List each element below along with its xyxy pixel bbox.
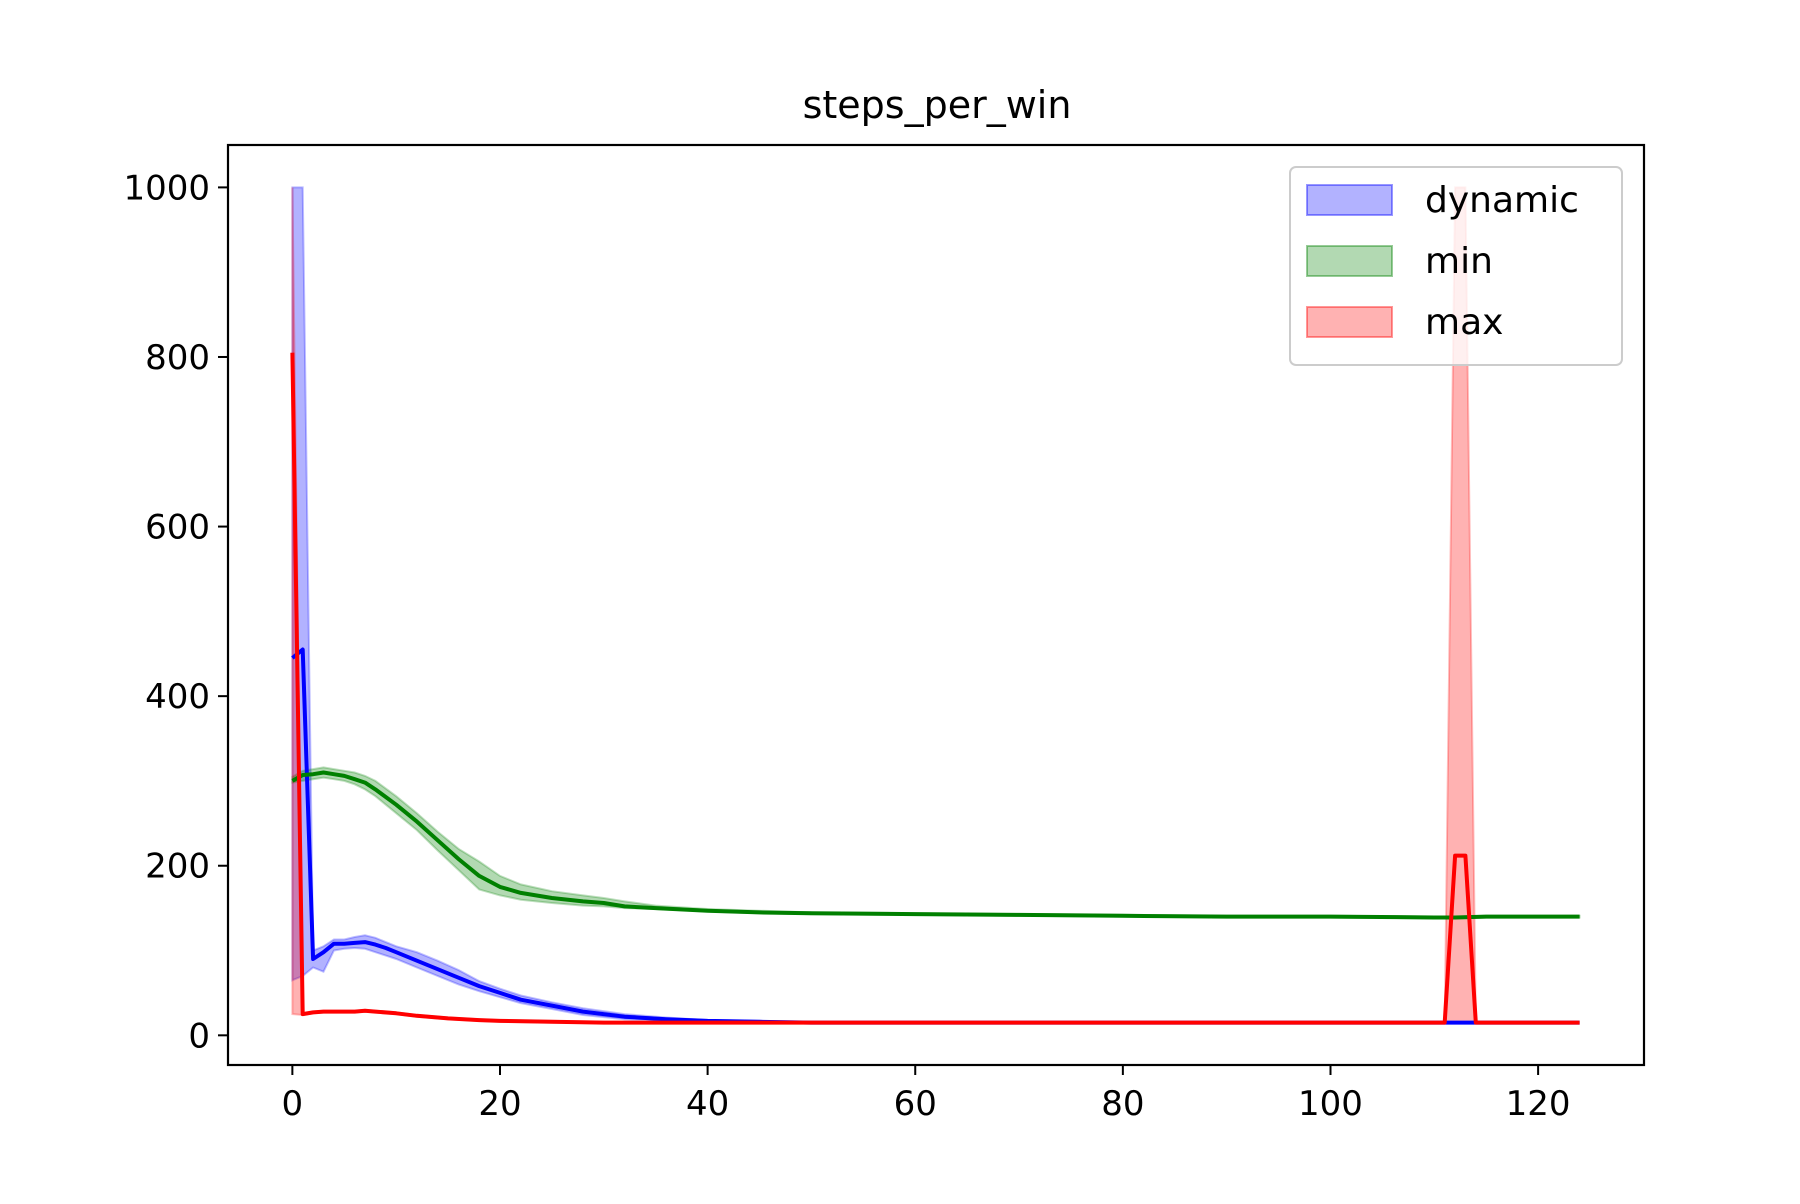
x-tick-label: 100 xyxy=(1298,1084,1363,1124)
y-tick-label: 600 xyxy=(145,508,210,548)
legend-label-dynamic: dynamic xyxy=(1425,180,1579,221)
y-tick-label: 0 xyxy=(188,1016,210,1056)
series-lines xyxy=(290,352,1580,1025)
x-tick-label: 60 xyxy=(894,1084,937,1124)
legend-swatch-dynamic xyxy=(1306,184,1393,216)
chart-title: steps_per_win xyxy=(803,83,1072,127)
y-axis: 0 200 400 600 800 1000 xyxy=(123,168,228,1056)
legend-label-max: max xyxy=(1425,302,1503,343)
plot-frame xyxy=(226,143,1646,1067)
y-tick-label: 400 xyxy=(145,677,210,717)
line-min xyxy=(291,770,1580,920)
x-tick-label: 40 xyxy=(686,1084,729,1124)
legend-swatch-min xyxy=(1306,245,1393,277)
x-tick-label: 120 xyxy=(1506,1084,1571,1124)
line-dynamic xyxy=(291,647,1580,1025)
x-tick-label: 0 xyxy=(282,1084,304,1124)
legend-frame xyxy=(1289,166,1623,366)
y-tick-label: 1000 xyxy=(123,168,210,208)
x-tick-label: 20 xyxy=(478,1084,521,1124)
band-min xyxy=(291,766,1581,920)
legend-label-min: min xyxy=(1425,241,1493,282)
x-axis: 0 20 40 60 80 100 120 xyxy=(282,1065,1571,1124)
line-max xyxy=(290,352,1580,1025)
legend: dynamic min max xyxy=(1289,166,1623,366)
x-tick-label: 80 xyxy=(1101,1084,1144,1124)
legend-swatch-max xyxy=(1306,306,1393,338)
y-tick-label: 200 xyxy=(145,847,210,887)
y-tick-label: 800 xyxy=(145,338,210,378)
